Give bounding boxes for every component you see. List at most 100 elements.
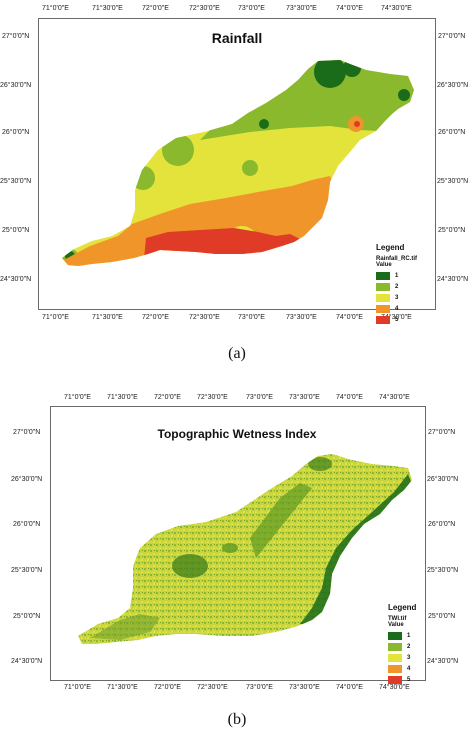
top-tick-73-00: 73°0'0"E bbox=[238, 5, 265, 12]
top-tick-73-30: 73°30'0"E bbox=[286, 5, 317, 12]
legend-item: 5 bbox=[376, 314, 417, 325]
twi-zone-2b bbox=[172, 554, 208, 578]
top-tick-74-00: 74°0'0"E bbox=[336, 394, 363, 401]
legend-item: 2 bbox=[388, 641, 416, 652]
right-tick-26-00: 26°0'0"N bbox=[438, 129, 466, 136]
bottom-tick-74-30: 74°30'0"E bbox=[381, 314, 412, 321]
rainfall-legend: Legend Rainfall_RC.tif Value 1 2 3 4 5 bbox=[376, 243, 417, 325]
right-tick-25-00: 25°0'0"N bbox=[428, 613, 456, 620]
bottom-tick-73-00: 73°0'0"E bbox=[238, 314, 265, 321]
right-tick-26-30: 26°30'0"N bbox=[437, 82, 469, 89]
bottom-tick-71-30: 71°30'0"E bbox=[107, 684, 138, 691]
legend-swatch-4 bbox=[388, 664, 402, 673]
top-tick-74-30: 74°30'0"E bbox=[379, 394, 410, 401]
legend-file-name: TWI.tif bbox=[388, 616, 407, 622]
bottom-tick-73-30: 73°30'0"E bbox=[286, 314, 317, 321]
twi-map bbox=[78, 454, 412, 644]
top-tick-71-00: 71°0'0"E bbox=[64, 394, 91, 401]
twi-map-title: Topographic Wetness Index bbox=[157, 427, 317, 441]
legend-label-5: 5 bbox=[407, 676, 411, 683]
left-tick-24-30: 24°30'0"N bbox=[11, 658, 43, 665]
bottom-tick-72-30: 72°30'0"E bbox=[197, 684, 228, 691]
right-tick-25-00: 25°0'0"N bbox=[438, 227, 466, 234]
right-tick-25-30: 25°30'0"N bbox=[427, 567, 459, 574]
legend-swatch-3 bbox=[388, 653, 402, 662]
right-tick-24-30: 24°30'0"N bbox=[427, 658, 459, 665]
legend-label-2: 2 bbox=[395, 283, 399, 290]
figure-caption-a: (a) bbox=[228, 345, 246, 362]
rainfall-spot-5a bbox=[354, 121, 360, 127]
figure-caption-b: (b) bbox=[227, 711, 247, 728]
rainfall-zone-2 bbox=[200, 60, 414, 140]
legend-label-4: 4 bbox=[395, 305, 399, 312]
left-tick-26-30: 26°30'0"N bbox=[0, 82, 32, 89]
bottom-tick-74-30: 74°30'0"E bbox=[379, 684, 410, 691]
legend-file-name: Rainfall_RC.tif bbox=[376, 256, 418, 262]
top-tick-71-00: 71°0'0"E bbox=[42, 5, 69, 12]
top-tick-74-30: 74°30'0"E bbox=[381, 5, 412, 12]
rainfall-map-panel: 71°0'0"E 71°30'0"E 72°0'0"E 72°30'0"E 73… bbox=[0, 0, 474, 345]
rainfall-zone-5 bbox=[140, 228, 310, 266]
rainfall-zone-1a bbox=[314, 60, 346, 88]
legend-label-3: 3 bbox=[407, 654, 411, 661]
legend-item: 4 bbox=[388, 663, 416, 674]
top-tick-73-30: 73°30'0"E bbox=[289, 394, 320, 401]
left-tick-24-30: 24°30'0"N bbox=[0, 276, 32, 283]
twi-map-panel: 71°0'0"E 71°30'0"E 72°0'0"E 72°30'0"E 73… bbox=[0, 388, 474, 698]
legend-item: 4 bbox=[376, 303, 417, 314]
left-tick-25-00: 25°0'0"N bbox=[13, 613, 41, 620]
legend-item: 3 bbox=[376, 292, 417, 303]
bottom-tick-72-30: 72°30'0"E bbox=[189, 314, 220, 321]
legend-label-1: 1 bbox=[395, 272, 399, 279]
right-tick-26-00: 26°0'0"N bbox=[428, 521, 456, 528]
left-tick-26-00: 26°0'0"N bbox=[13, 521, 41, 528]
legend-item: 3 bbox=[388, 652, 416, 663]
legend-item: 1 bbox=[388, 630, 416, 641]
top-tick-71-30: 71°30'0"E bbox=[107, 394, 138, 401]
top-tick-71-30: 71°30'0"E bbox=[92, 5, 123, 12]
legend-label-3: 3 bbox=[395, 294, 399, 301]
right-tick-27-00: 27°0'0"N bbox=[428, 429, 456, 436]
top-tick-74-00: 74°0'0"E bbox=[336, 5, 363, 12]
right-tick-24-30: 24°30'0"N bbox=[437, 276, 469, 283]
left-tick-25-30: 25°30'0"N bbox=[11, 567, 43, 574]
bottom-tick-73-00: 73°0'0"E bbox=[246, 684, 273, 691]
rainfall-spot-2a bbox=[162, 134, 194, 166]
rainfall-map-title: Rainfall bbox=[211, 30, 263, 46]
legend-swatch-3 bbox=[376, 293, 390, 302]
left-tick-26-30: 26°30'0"N bbox=[11, 476, 43, 483]
right-tick-26-30: 26°30'0"N bbox=[427, 476, 459, 483]
left-tick-25-00: 25°0'0"N bbox=[2, 227, 30, 234]
rainfall-zone-1c bbox=[398, 89, 410, 101]
rainfall-zone-1d bbox=[259, 119, 269, 129]
legend-swatch-2 bbox=[388, 642, 402, 651]
bottom-tick-71-00: 71°0'0"E bbox=[64, 684, 91, 691]
top-tick-72-30: 72°30'0"E bbox=[197, 394, 228, 401]
bottom-tick-71-30: 71°30'0"E bbox=[92, 314, 123, 321]
bottom-tick-73-30: 73°30'0"E bbox=[289, 684, 320, 691]
twi-zone-2c bbox=[308, 457, 332, 471]
legend-swatch-1 bbox=[376, 271, 390, 280]
rainfall-spot-2b bbox=[131, 166, 155, 190]
bottom-tick-72-00: 72°0'0"E bbox=[142, 314, 169, 321]
legend-swatch-4 bbox=[376, 304, 390, 313]
legend-swatch-2 bbox=[376, 282, 390, 291]
legend-label-4: 4 bbox=[407, 665, 411, 672]
top-tick-72-30: 72°30'0"E bbox=[189, 5, 220, 12]
left-tick-27-00: 27°0'0"N bbox=[13, 429, 41, 436]
top-tick-72-00: 72°0'0"E bbox=[154, 394, 181, 401]
legend-label-1: 1 bbox=[407, 632, 411, 639]
bottom-tick-72-00: 72°0'0"E bbox=[154, 684, 181, 691]
bottom-tick-74-00: 74°0'0"E bbox=[336, 684, 363, 691]
rainfall-map bbox=[62, 60, 414, 266]
left-tick-26-00: 26°0'0"N bbox=[2, 129, 30, 136]
legend-item: 2 bbox=[376, 281, 417, 292]
right-tick-27-00: 27°0'0"N bbox=[438, 33, 466, 40]
legend-label-5: 5 bbox=[395, 316, 399, 323]
legend-field-name: Value bbox=[388, 622, 404, 628]
rainfall-spot-2c bbox=[242, 160, 258, 176]
rainfall-zone-1b bbox=[343, 60, 361, 77]
legend-field-name: Value bbox=[376, 262, 392, 268]
twi-zone-2d bbox=[222, 543, 238, 553]
legend-item: 5 bbox=[388, 674, 416, 685]
